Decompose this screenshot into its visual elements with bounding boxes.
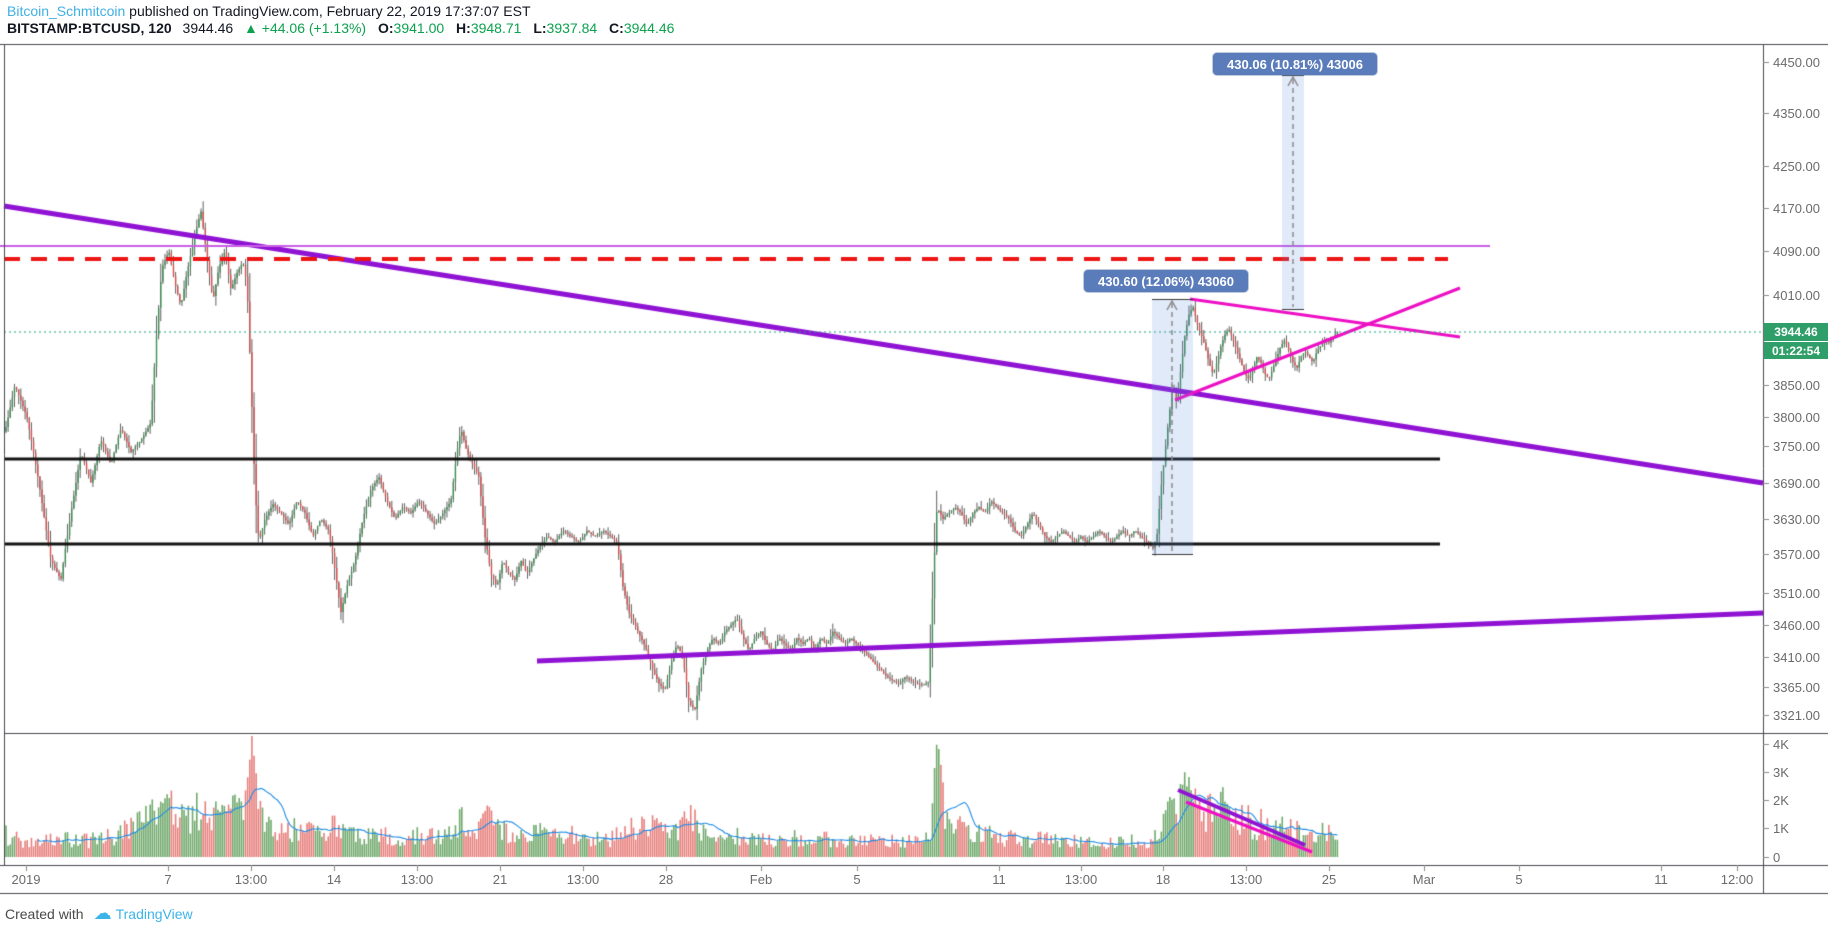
author-link[interactable]: Bitcoin_Schmitcoin [7,3,126,19]
low-value: 3937.84 [546,20,598,36]
symbol-line: BITSTAMP:BTCUSD, 120 3944.46 ▲ +44.06 (+… [7,20,674,37]
footer: Created with ☁ TradingView [5,903,193,924]
open-label: O: [377,20,394,36]
close-value: 3944.46 [623,20,675,36]
low-label: L: [533,20,547,36]
high-value: 3948.71 [470,20,522,36]
publish-info: published on TradingView.com, February 2… [129,3,531,19]
price-axis[interactable] [1764,44,1828,893]
measurement-label-upper[interactable]: 430.06 (10.81%) 43006 [1213,53,1377,75]
tradingview-link[interactable]: TradingView [115,905,193,922]
last-price-text: 3944.46 [182,20,234,36]
publish-line: Bitcoin_Schmitcoin published on TradingV… [7,3,674,20]
created-with-text: Created with [5,905,84,922]
high-label: H: [456,20,471,36]
open-value: 3941.00 [393,20,445,36]
last-price-badge: 3944.46 [1764,323,1828,341]
measurement-label-lower[interactable]: 430.60 (12.06%) 43060 [1084,270,1248,292]
symbol-interval: BITSTAMP:BTCUSD, 120 [7,20,172,36]
bar-countdown-badge: 01:22:54 [1764,342,1828,359]
tradingview-cloud-icon: ☁ [93,903,112,923]
chart-header: Bitcoin_Schmitcoin published on TradingV… [7,3,674,37]
time-axis[interactable] [0,866,1828,893]
price-change: +44.06 (+1.13%) [261,20,367,36]
close-label: C: [609,20,624,36]
up-arrow-icon: ▲ [244,20,258,36]
